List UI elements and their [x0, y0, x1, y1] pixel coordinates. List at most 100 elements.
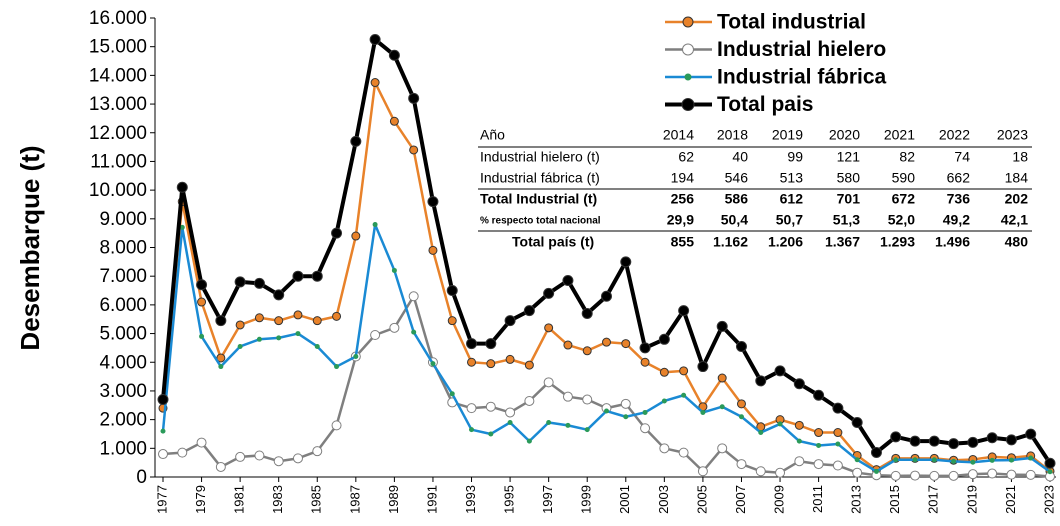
legend-label: Total industrial: [717, 11, 866, 34]
x-tick-label: 2021: [1003, 485, 1018, 514]
data-point: [659, 367, 669, 377]
data-point: [523, 305, 535, 317]
data-point: [197, 297, 207, 307]
data-point: [409, 145, 419, 155]
x-tick-label: 2007: [733, 485, 748, 514]
data-point: [370, 329, 381, 340]
data-point: [736, 459, 747, 470]
data-point: [835, 441, 841, 447]
data-point: [524, 360, 534, 370]
x-tick-label: 2003: [656, 485, 671, 514]
data-point: [697, 361, 709, 373]
table-cell: 52,0: [888, 212, 915, 228]
data-point: [391, 267, 397, 273]
data-point: [948, 438, 960, 450]
data-point: [351, 231, 361, 241]
table-cell: 580: [837, 170, 861, 186]
data-point: [814, 428, 824, 438]
data-point: [427, 196, 439, 208]
data-point: [312, 446, 323, 457]
table-cell: 256: [671, 191, 695, 207]
y-tick-label: 16.000: [89, 8, 147, 29]
table-cell: 194: [671, 170, 695, 186]
data-point: [311, 270, 323, 282]
series-line: [161, 37, 1052, 465]
data-point: [546, 419, 552, 425]
y-tick-label: 7.000: [99, 266, 147, 287]
data-point: [562, 274, 574, 286]
legend-marker: [682, 43, 694, 56]
table-cell: 184: [1005, 170, 1029, 186]
table-cell: 49,2: [943, 212, 970, 228]
data-point: [196, 279, 208, 291]
data-point: [276, 335, 282, 341]
data-point: [408, 92, 420, 104]
data-point: [642, 409, 648, 415]
table-cell: 480: [1005, 234, 1029, 250]
data-point: [254, 450, 265, 461]
data-point: [389, 116, 399, 126]
table-cell: 672: [892, 191, 916, 207]
data-point: [794, 456, 805, 467]
y-tick-label: 9.000: [99, 209, 147, 230]
x-tick-label: 2013: [849, 485, 864, 514]
x-tick-label: 2023: [1041, 485, 1056, 514]
data-point: [851, 416, 863, 428]
x-tick-label: 1999: [579, 485, 594, 514]
data-point: [986, 432, 998, 444]
data-point: [640, 357, 650, 367]
data-point: [604, 408, 609, 414]
data-point: [679, 366, 689, 376]
data-point: [678, 305, 690, 317]
table-cell: 202: [1005, 191, 1029, 207]
data-point: [1025, 469, 1036, 480]
x-tick-label: 1987: [347, 485, 362, 514]
data-point: [312, 316, 322, 326]
data-point: [332, 311, 342, 321]
data-point: [621, 339, 631, 349]
series-line: [162, 295, 1051, 478]
y-tick-label: 11.000: [90, 151, 147, 172]
data-point: [661, 398, 667, 404]
data-point: [215, 461, 226, 472]
table-cell: 612: [780, 191, 804, 207]
data-point: [235, 320, 245, 330]
data-point: [544, 323, 554, 333]
data-point: [620, 398, 631, 409]
data-point: [447, 316, 457, 326]
data-point: [411, 329, 417, 335]
table-cell: 29,9: [667, 212, 694, 228]
data-point: [755, 375, 767, 387]
data-point: [700, 409, 706, 415]
data-point: [256, 336, 262, 342]
data-point: [253, 277, 265, 289]
x-tick-label: 2019: [964, 485, 979, 514]
data-point: [176, 181, 188, 193]
data-point: [697, 466, 708, 477]
data-point: [524, 395, 535, 406]
data-point: [237, 343, 243, 349]
data-point: [179, 224, 185, 230]
data-point: [293, 310, 303, 320]
data-point: [735, 340, 747, 352]
y-tick-label: 8.000: [99, 238, 147, 259]
x-tick-label: 1979: [193, 485, 208, 514]
x-tick-label: 1997: [540, 485, 555, 514]
x-tick-label: 1993: [463, 485, 478, 514]
data-point: [640, 423, 651, 434]
table-cell: 51,3: [833, 212, 860, 228]
data-point: [350, 135, 362, 147]
table-cell: 1.367: [825, 234, 860, 250]
table-cell: 1.293: [880, 234, 915, 250]
data-point: [314, 343, 320, 349]
x-tick-label: 2005: [694, 485, 709, 514]
data-point: [565, 422, 571, 428]
x-tick-label: 1991: [424, 485, 439, 514]
table-header: 2022: [939, 127, 970, 143]
data-point: [890, 470, 901, 481]
data-point: [428, 245, 438, 255]
table-cell: 121: [837, 149, 861, 165]
data-point: [562, 391, 573, 402]
x-tick-label: 1983: [270, 485, 285, 514]
data-point: [1025, 428, 1037, 440]
